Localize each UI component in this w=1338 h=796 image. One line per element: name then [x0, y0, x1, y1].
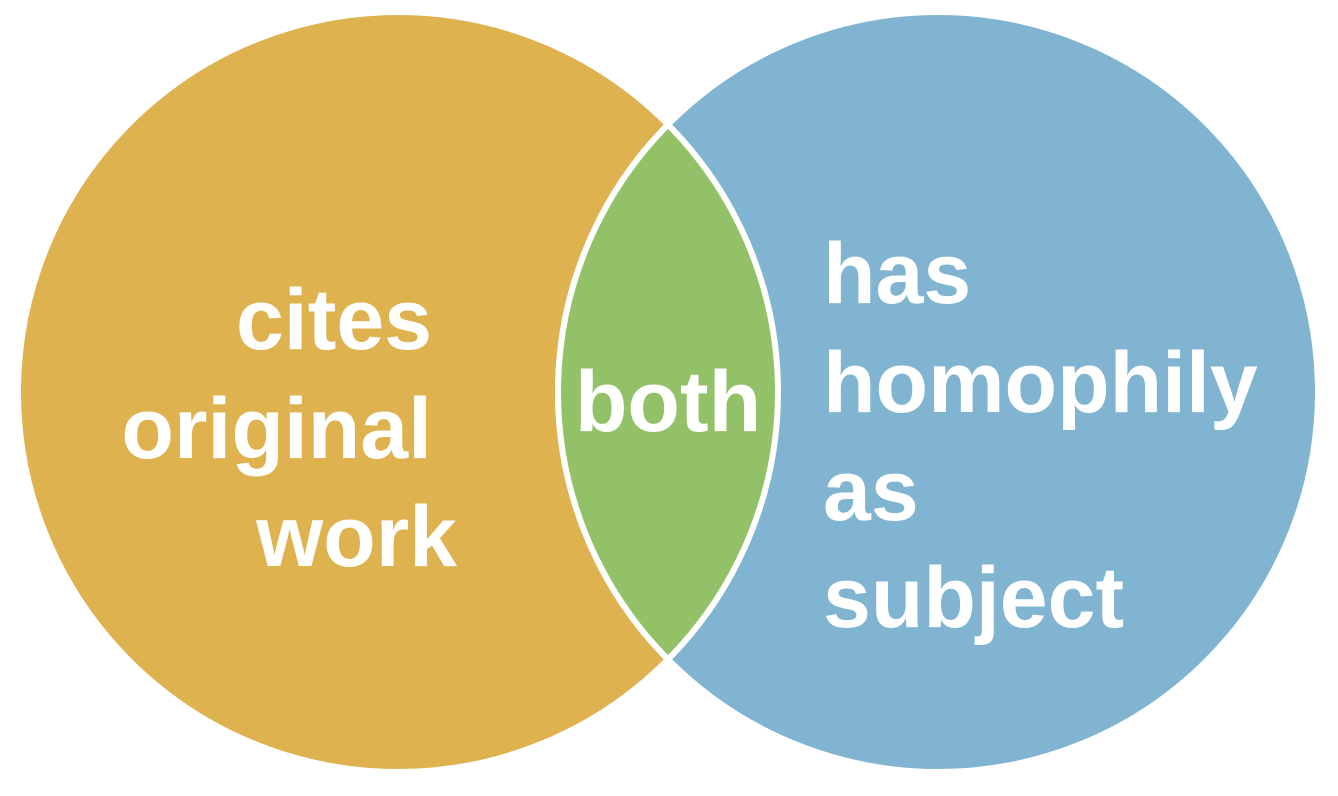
left-set-outline: [15, 9, 781, 775]
left-label-line-1: cites: [236, 272, 432, 368]
left-set-label: cites original work: [121, 272, 457, 585]
right-label-line-1: has: [823, 226, 971, 322]
right-label-line-2: homophily: [823, 335, 1258, 431]
right-set-label: has homophily as subject: [823, 226, 1258, 646]
right-label-line-4: subject: [823, 550, 1124, 646]
left-label-line-2: original: [121, 381, 432, 477]
right-set-outline: [555, 12, 778, 772]
intersection-label: both: [575, 354, 761, 450]
right-label-line-3: as: [823, 443, 919, 539]
left-set-circle: [18, 12, 778, 772]
left-label-line-3: work: [255, 489, 457, 585]
